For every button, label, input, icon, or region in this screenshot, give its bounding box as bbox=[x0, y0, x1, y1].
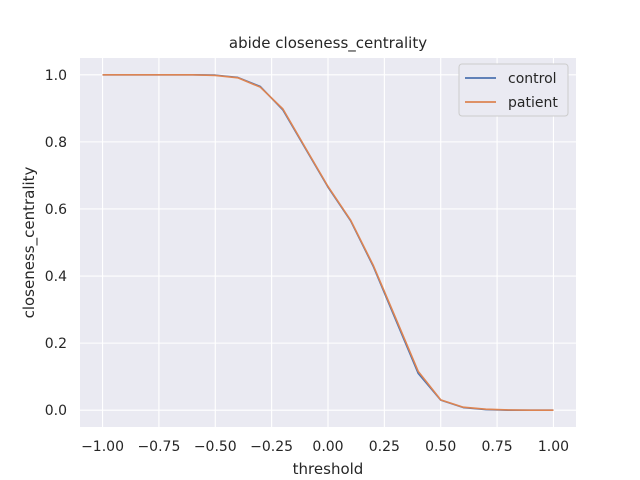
y-tick-label: 0.0 bbox=[45, 403, 67, 419]
x-tick-label: −0.75 bbox=[137, 439, 180, 455]
x-tick-label: 1.00 bbox=[538, 439, 569, 455]
series-line-patient bbox=[102, 73, 554, 412]
y-tick-label: 0.4 bbox=[45, 269, 67, 285]
y-axis-label: closeness_centrality bbox=[20, 166, 39, 318]
x-tick-label: −0.25 bbox=[250, 439, 293, 455]
x-tick-label: 0.75 bbox=[482, 439, 513, 455]
x-axis-label: threshold bbox=[293, 460, 364, 478]
series-lines bbox=[102, 73, 554, 412]
y-tick-label: 1.0 bbox=[45, 68, 67, 84]
x-tick-label: 0.00 bbox=[312, 439, 343, 455]
legend-box bbox=[458, 63, 569, 117]
x-tick-label: −0.50 bbox=[194, 439, 237, 455]
y-tick-label: 0.8 bbox=[45, 135, 67, 151]
x-tick-label: 0.25 bbox=[369, 439, 400, 455]
y-tick-label: 0.6 bbox=[45, 202, 67, 218]
chart-title: abide closeness_centrality bbox=[229, 34, 427, 53]
legend-label-control: control bbox=[508, 71, 557, 87]
x-tick-label: −1.00 bbox=[81, 439, 124, 455]
legend-label-patient: patient bbox=[508, 95, 558, 111]
x-tick-label: 0.50 bbox=[425, 439, 456, 455]
x-axis-ticks: −1.00 −0.75 −0.50 −0.25 0.00 0.25 0.50 0.75 1.00 bbox=[81, 439, 569, 455]
legend: control patient bbox=[458, 63, 569, 117]
y-axis-ticks: 0.0 0.2 0.4 0.6 0.8 1.0 bbox=[45, 68, 67, 419]
y-tick-label: 0.2 bbox=[45, 336, 67, 352]
